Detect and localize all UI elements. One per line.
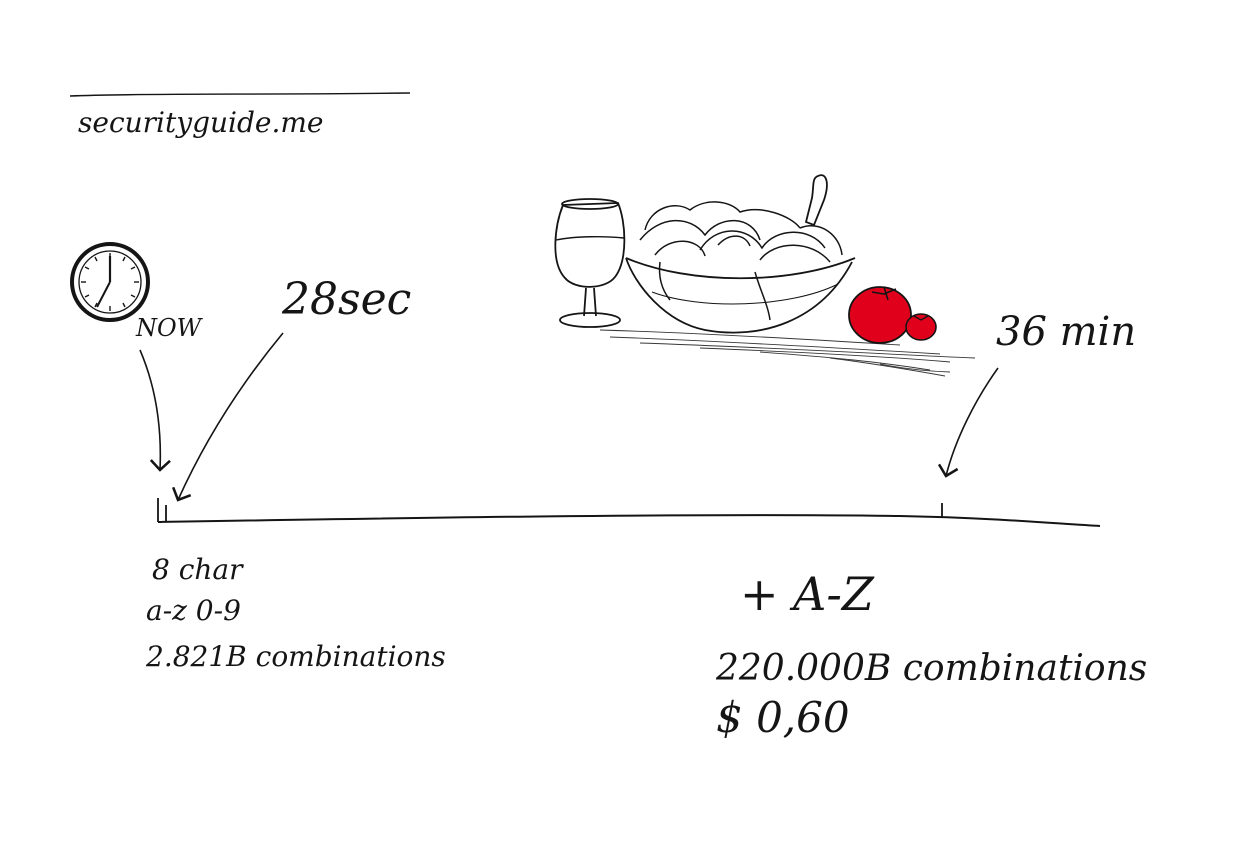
second-mark-arrow [937,367,999,478]
table-shadow [599,329,976,377]
first-mark-arrow [171,332,284,502]
tomato-icon [848,286,937,344]
right-cost-label: $ 0,60 [716,693,850,742]
spaghetti-bowl-icon [625,201,856,334]
header-rule [69,92,411,97]
timeline-axis [157,514,1101,527]
now-arrow [139,349,171,472]
right-combinations-label: 220.000B combinations [715,648,1147,689]
first-mark-time: 28sec [281,274,411,325]
left-combinations-label: 2.821B combinations [145,640,446,673]
now-label: NOW [135,314,204,342]
left-charset-label: a-z 0-9 [146,594,241,627]
clock-icon [70,242,150,322]
fork-icon [804,174,828,227]
timeline [157,498,1101,527]
site-name: securityguide.me [78,106,324,139]
wine-glass-icon [554,198,626,328]
right-charset-label: + A-Z [740,567,875,621]
second-mark-time: 36 min [996,309,1136,355]
left-length-label: 8 char [152,553,244,586]
